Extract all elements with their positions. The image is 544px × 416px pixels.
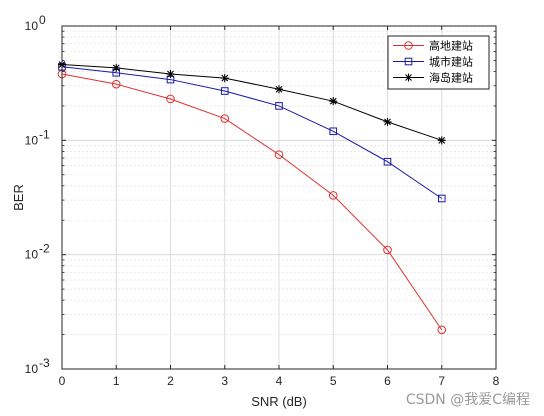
x-tick-label: 3 (221, 374, 228, 388)
x-tick-label: 8 (493, 374, 500, 388)
series-line (61, 73, 443, 331)
x-axis-label: SNR (dB) (251, 394, 307, 409)
legend-entry: 海岛建站 (393, 71, 473, 85)
legend-entry: 城市建站 (393, 55, 473, 69)
y-tick-label: 10 (25, 133, 39, 147)
x-tick-label: 1 (113, 374, 120, 388)
data-point-circle (328, 191, 338, 200)
data-point-circle (274, 150, 284, 159)
y-tick-exponent: -3 (39, 356, 50, 370)
legend-label: 海岛建站 (429, 71, 473, 85)
y-tick-label: 10 (25, 362, 39, 376)
data-point-circle (383, 245, 392, 255)
x-tick-label: 4 (276, 374, 283, 388)
series-layer (57, 60, 447, 335)
legend-entry: 高地建站 (393, 39, 473, 53)
x-tick-label: 7 (438, 374, 445, 388)
legend-label: 高地建站 (429, 39, 473, 53)
data-point-star (275, 85, 283, 94)
data-point-square (383, 157, 392, 166)
data-point-circle (111, 79, 121, 89)
data-point-square (220, 87, 229, 95)
data-point-star (383, 117, 392, 126)
data-point-star (112, 63, 121, 72)
y-axis-label: BER (11, 184, 26, 211)
data-point-square (404, 57, 413, 66)
watermark-text: CSDN @我爱C编程 (406, 392, 530, 408)
y-tick-label: 10 (25, 248, 39, 262)
y-tick-exponent: 0 (39, 13, 46, 27)
data-point-square (329, 127, 338, 136)
series-2 (58, 62, 446, 203)
x-tick-label: 2 (167, 374, 174, 388)
data-point-star (166, 70, 175, 79)
series-line (61, 66, 443, 199)
y-tick-exponent: -1 (39, 127, 50, 141)
data-point-star (329, 97, 338, 106)
data-point-star (404, 73, 413, 82)
series-line (61, 64, 442, 141)
x-tick-label: 5 (330, 374, 337, 388)
data-point-star (220, 74, 229, 83)
data-point-circle (166, 94, 175, 104)
data-point-circle (437, 325, 447, 335)
legend-label: 城市建站 (429, 55, 473, 69)
data-point-square (275, 102, 283, 110)
y-tick-exponent: -2 (39, 242, 50, 256)
data-point-circle (404, 41, 413, 50)
data-point-circle (220, 114, 230, 123)
x-tick-label: 6 (384, 374, 391, 388)
y-tick-label: 10 (25, 19, 39, 33)
data-point-square (437, 194, 446, 203)
x-tick-label: 0 (59, 374, 66, 388)
data-point-star (437, 136, 446, 145)
